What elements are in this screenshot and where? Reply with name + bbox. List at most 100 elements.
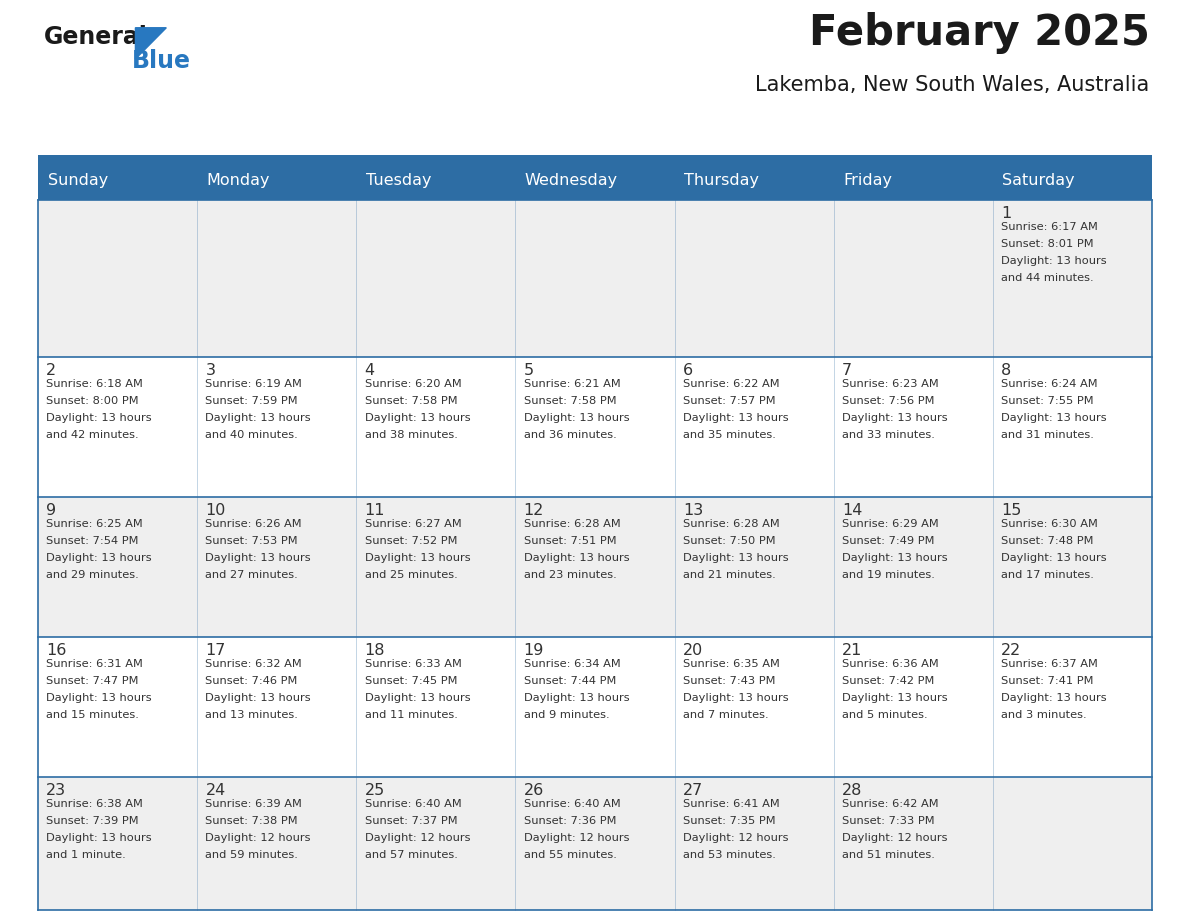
Text: Sunrise: 6:31 AM: Sunrise: 6:31 AM	[46, 659, 144, 669]
Bar	[675, 637, 834, 777]
Text: 27: 27	[683, 783, 703, 798]
Bar	[38, 200, 197, 357]
Bar	[38, 777, 197, 910]
Text: Monday: Monday	[207, 173, 270, 187]
Text: Sunrise: 6:21 AM: Sunrise: 6:21 AM	[524, 379, 620, 389]
Text: Sunset: 7:39 PM: Sunset: 7:39 PM	[46, 816, 139, 826]
Text: Sunset: 7:44 PM: Sunset: 7:44 PM	[524, 676, 617, 686]
Text: 15: 15	[1001, 503, 1022, 518]
Bar	[356, 200, 516, 357]
Text: 16: 16	[46, 643, 67, 658]
Bar	[993, 357, 1152, 497]
Text: Sunrise: 6:26 AM: Sunrise: 6:26 AM	[206, 519, 302, 529]
Text: Sunrise: 6:41 AM: Sunrise: 6:41 AM	[683, 799, 779, 809]
Text: Sunset: 7:58 PM: Sunset: 7:58 PM	[524, 396, 617, 406]
Bar	[38, 160, 197, 200]
Text: 18: 18	[365, 643, 385, 658]
Text: Sunset: 7:43 PM: Sunset: 7:43 PM	[683, 676, 776, 686]
Text: Daylight: 13 hours: Daylight: 13 hours	[365, 693, 470, 703]
Text: Daylight: 13 hours: Daylight: 13 hours	[206, 693, 311, 703]
Text: Sunrise: 6:35 AM: Sunrise: 6:35 AM	[683, 659, 779, 669]
Text: and 7 minutes.: and 7 minutes.	[683, 710, 769, 720]
Text: Sunset: 7:49 PM: Sunset: 7:49 PM	[842, 536, 935, 546]
Bar	[516, 637, 675, 777]
Text: Sunrise: 6:23 AM: Sunrise: 6:23 AM	[842, 379, 939, 389]
Text: and 53 minutes.: and 53 minutes.	[683, 850, 776, 860]
Text: 22: 22	[1001, 643, 1022, 658]
Text: Sunset: 7:56 PM: Sunset: 7:56 PM	[842, 396, 935, 406]
Text: 26: 26	[524, 783, 544, 798]
Text: Sunrise: 6:20 AM: Sunrise: 6:20 AM	[365, 379, 461, 389]
Bar	[38, 497, 197, 637]
Text: Sunday: Sunday	[48, 173, 108, 187]
Text: Sunset: 7:37 PM: Sunset: 7:37 PM	[365, 816, 457, 826]
Text: 7: 7	[842, 363, 852, 378]
Text: Sunset: 7:36 PM: Sunset: 7:36 PM	[524, 816, 617, 826]
Text: Sunrise: 6:40 AM: Sunrise: 6:40 AM	[524, 799, 620, 809]
Text: Daylight: 13 hours: Daylight: 13 hours	[206, 413, 311, 423]
Text: Daylight: 13 hours: Daylight: 13 hours	[46, 693, 152, 703]
Text: and 44 minutes.: and 44 minutes.	[1001, 273, 1094, 283]
Text: Wednesday: Wednesday	[525, 173, 618, 187]
Text: Sunset: 7:57 PM: Sunset: 7:57 PM	[683, 396, 776, 406]
Text: Daylight: 13 hours: Daylight: 13 hours	[524, 553, 630, 563]
Bar	[197, 777, 356, 910]
Text: Sunset: 7:33 PM: Sunset: 7:33 PM	[842, 816, 935, 826]
Text: Sunset: 7:54 PM: Sunset: 7:54 PM	[46, 536, 139, 546]
Text: Sunset: 7:42 PM: Sunset: 7:42 PM	[842, 676, 935, 686]
Bar	[993, 200, 1152, 357]
Text: Sunset: 7:48 PM: Sunset: 7:48 PM	[1001, 536, 1094, 546]
Text: Daylight: 12 hours: Daylight: 12 hours	[206, 833, 311, 843]
Text: Sunrise: 6:39 AM: Sunrise: 6:39 AM	[206, 799, 302, 809]
Bar	[356, 357, 516, 497]
Text: and 9 minutes.: and 9 minutes.	[524, 710, 609, 720]
Text: 20: 20	[683, 643, 703, 658]
Text: Daylight: 13 hours: Daylight: 13 hours	[1001, 693, 1107, 703]
Text: 10: 10	[206, 503, 226, 518]
Text: Sunset: 7:45 PM: Sunset: 7:45 PM	[365, 676, 457, 686]
Bar	[675, 497, 834, 637]
Text: Sunrise: 6:33 AM: Sunrise: 6:33 AM	[365, 659, 461, 669]
Bar	[993, 637, 1152, 777]
Bar	[516, 357, 675, 497]
Text: 12: 12	[524, 503, 544, 518]
Text: Daylight: 13 hours: Daylight: 13 hours	[683, 693, 789, 703]
Text: Sunset: 7:35 PM: Sunset: 7:35 PM	[683, 816, 776, 826]
Text: and 51 minutes.: and 51 minutes.	[842, 850, 935, 860]
Text: and 11 minutes.: and 11 minutes.	[365, 710, 457, 720]
Text: and 3 minutes.: and 3 minutes.	[1001, 710, 1087, 720]
Text: 3: 3	[206, 363, 215, 378]
Text: and 42 minutes.: and 42 minutes.	[46, 430, 139, 440]
Bar	[38, 155, 1152, 160]
Text: Sunset: 7:52 PM: Sunset: 7:52 PM	[365, 536, 457, 546]
Text: 19: 19	[524, 643, 544, 658]
Bar	[834, 357, 993, 497]
Text: 23: 23	[46, 783, 67, 798]
Text: and 40 minutes.: and 40 minutes.	[206, 430, 298, 440]
Bar	[834, 160, 993, 200]
Text: Daylight: 13 hours: Daylight: 13 hours	[206, 553, 311, 563]
Text: Daylight: 13 hours: Daylight: 13 hours	[365, 413, 470, 423]
Text: and 1 minute.: and 1 minute.	[46, 850, 126, 860]
Bar	[197, 357, 356, 497]
Text: Daylight: 13 hours: Daylight: 13 hours	[842, 553, 948, 563]
Text: Sunset: 7:41 PM: Sunset: 7:41 PM	[1001, 676, 1094, 686]
Text: Thursday: Thursday	[684, 173, 759, 187]
Text: and 36 minutes.: and 36 minutes.	[524, 430, 617, 440]
Text: Saturday: Saturday	[1003, 173, 1075, 187]
Text: Sunset: 7:55 PM: Sunset: 7:55 PM	[1001, 396, 1094, 406]
Text: Daylight: 13 hours: Daylight: 13 hours	[1001, 256, 1107, 266]
Text: Daylight: 12 hours: Daylight: 12 hours	[365, 833, 470, 843]
Text: and 31 minutes.: and 31 minutes.	[1001, 430, 1094, 440]
Text: 25: 25	[365, 783, 385, 798]
Text: Sunrise: 6:42 AM: Sunrise: 6:42 AM	[842, 799, 939, 809]
Polygon shape	[135, 28, 166, 59]
Text: and 59 minutes.: and 59 minutes.	[206, 850, 298, 860]
Text: and 23 minutes.: and 23 minutes.	[524, 570, 617, 580]
Text: and 13 minutes.: and 13 minutes.	[206, 710, 298, 720]
Bar	[356, 777, 516, 910]
Bar	[993, 160, 1152, 200]
Bar	[38, 637, 197, 777]
Text: Daylight: 13 hours: Daylight: 13 hours	[365, 553, 470, 563]
Text: Daylight: 13 hours: Daylight: 13 hours	[842, 413, 948, 423]
